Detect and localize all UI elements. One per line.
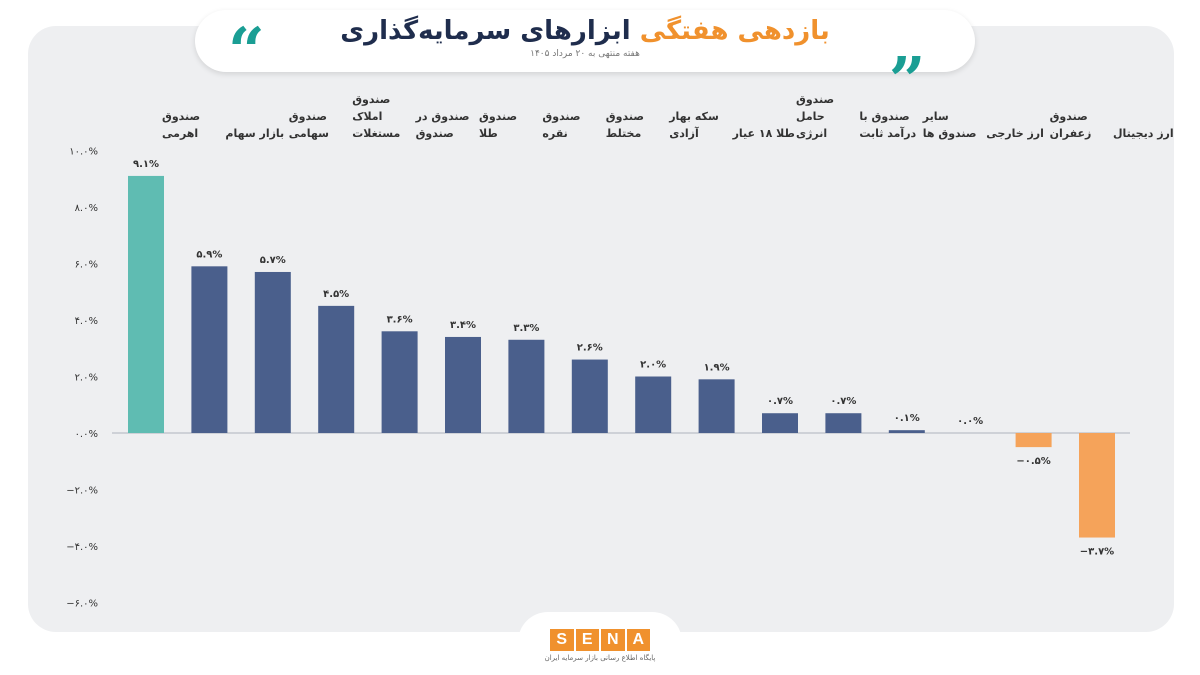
data-label: ۳.۳% <box>513 323 539 334</box>
y-tick-label: ۶.۰% <box>75 260 98 271</box>
title-accent: بازدهی هفتگی <box>639 16 830 46</box>
data-label: ۱.۹% <box>704 362 730 373</box>
bar <box>254 271 291 433</box>
logo-caption: پایگاه اطلاع رسانی بازار سرمایه ایران <box>544 654 656 662</box>
y-tick-label: ۲.۰% <box>75 373 98 384</box>
logo-letter: N <box>601 629 625 651</box>
category-label: صندوق <box>352 93 390 106</box>
category-label: صندوق ها <box>923 127 977 140</box>
y-tick-label: ۱۰.۰% <box>69 147 98 158</box>
category-label: مستغلات <box>352 127 400 140</box>
bar <box>445 336 481 433</box>
category-label: مختلط <box>606 127 642 140</box>
data-label: ۳.۴% <box>450 320 476 331</box>
data-label: ۳.۶% <box>387 314 413 325</box>
bar <box>762 413 798 433</box>
category-label: صندوق <box>162 110 200 123</box>
data-label: ۰.۷% <box>767 396 793 407</box>
category-label: حامل <box>796 110 825 123</box>
category-label: اهرمی <box>162 127 198 140</box>
category-label: صندوق در <box>415 110 470 123</box>
page-title: بازدهی هفتگی ابزارهای سرمایه‌گذاری <box>290 16 880 46</box>
category-label: صندوق <box>1050 110 1088 123</box>
category-label: صندوق <box>606 110 644 123</box>
title-main: ابزارهای سرمایه‌گذاری <box>340 16 631 46</box>
category-label: صندوق <box>289 110 327 123</box>
bar <box>571 359 608 433</box>
bar <box>381 331 418 433</box>
category-label: صندوق <box>796 93 834 106</box>
data-label: ۰.۷% <box>830 396 856 407</box>
title-banner <box>195 10 975 72</box>
data-label: ۵.۹% <box>196 249 222 260</box>
bar <box>508 339 545 433</box>
logo-letter: A <box>626 629 650 651</box>
category-label: انرژی <box>796 127 827 140</box>
y-tick-label: −۶.۰% <box>66 599 98 610</box>
bar <box>191 266 228 433</box>
bar <box>888 430 925 433</box>
logo-letter: E <box>575 629 599 651</box>
category-label: طلا <box>479 127 498 140</box>
category-label: املاک <box>352 110 382 123</box>
data-label: ۲.۶% <box>577 343 603 354</box>
category-label: درآمد ثابت <box>859 126 916 140</box>
bar <box>1079 433 1115 538</box>
category-label: صندوق <box>479 110 517 123</box>
category-label: ارز دیجیتال <box>1113 127 1174 140</box>
data-label: ۰.۱% <box>894 413 920 424</box>
subtitle: هفته منتهی به ۲۰ مرداد ۱۴۰۵ <box>530 49 640 59</box>
data-label: ۲.۰% <box>640 360 666 371</box>
logo-letter: S <box>550 629 574 651</box>
data-label: ۹.۱% <box>133 159 159 170</box>
y-tick-label: −۴.۰% <box>66 542 98 553</box>
bar <box>128 175 164 434</box>
category-label: صندوق <box>416 127 454 140</box>
category-label: صندوق با <box>859 110 909 123</box>
y-tick-label: ۴.۰% <box>75 316 98 327</box>
data-label: ۵.۷% <box>260 255 286 266</box>
bar <box>318 305 355 433</box>
category-label: بازار سهام <box>225 127 284 140</box>
data-label: ۰.۰% <box>957 416 983 427</box>
category-label: زعفران <box>1050 127 1092 140</box>
data-label: −۰.۵% <box>1016 456 1050 467</box>
category-label: صندوق <box>542 110 580 123</box>
data-label: ۴.۵% <box>323 289 349 300</box>
category-label: سایر <box>922 110 949 123</box>
category-label: طلا ۱۸ عیار <box>732 127 795 140</box>
category-label: آزادی <box>669 126 699 140</box>
footer-tab <box>518 612 682 675</box>
bar <box>635 376 672 433</box>
category-label: سهامی <box>289 127 329 140</box>
bar <box>825 413 862 433</box>
bar <box>698 379 735 433</box>
category-label: سکه بهار <box>668 110 719 123</box>
bar <box>1015 433 1052 448</box>
category-label: نقره <box>542 127 567 140</box>
y-tick-label: ۰.۰% <box>75 429 98 440</box>
y-tick-label: ۸.۰% <box>75 203 98 214</box>
quote-open-icon: “ <box>228 14 265 89</box>
category-label: ارز خارجی <box>986 127 1044 140</box>
y-tick-label: −۲.۰% <box>66 486 98 497</box>
data-label: −۳.۷% <box>1080 547 1114 558</box>
